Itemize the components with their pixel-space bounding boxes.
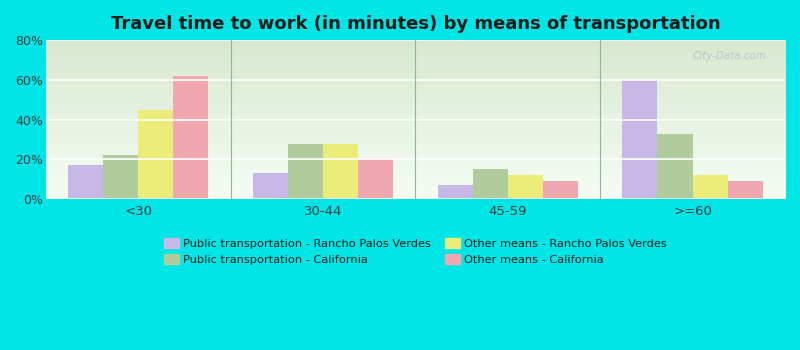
- Bar: [138, 110, 174, 199]
- Bar: [358, 159, 394, 199]
- Bar: [508, 175, 543, 199]
- Bar: [622, 80, 658, 199]
- Bar: [174, 76, 209, 199]
- Text: City-Data.com: City-Data.com: [692, 51, 766, 61]
- Bar: [728, 181, 763, 199]
- Legend: Public transportation - Rancho Palos Verdes, Public transportation - California,: Public transportation - Rancho Palos Ver…: [159, 233, 671, 270]
- Bar: [253, 173, 288, 199]
- Bar: [658, 134, 693, 199]
- Bar: [288, 144, 323, 199]
- Title: Travel time to work (in minutes) by means of transportation: Travel time to work (in minutes) by mean…: [110, 15, 720, 33]
- Bar: [103, 155, 138, 199]
- Bar: [693, 175, 728, 199]
- Bar: [438, 185, 473, 199]
- Bar: [543, 181, 578, 199]
- Bar: [68, 166, 103, 199]
- Bar: [323, 144, 358, 199]
- Bar: [473, 169, 508, 199]
